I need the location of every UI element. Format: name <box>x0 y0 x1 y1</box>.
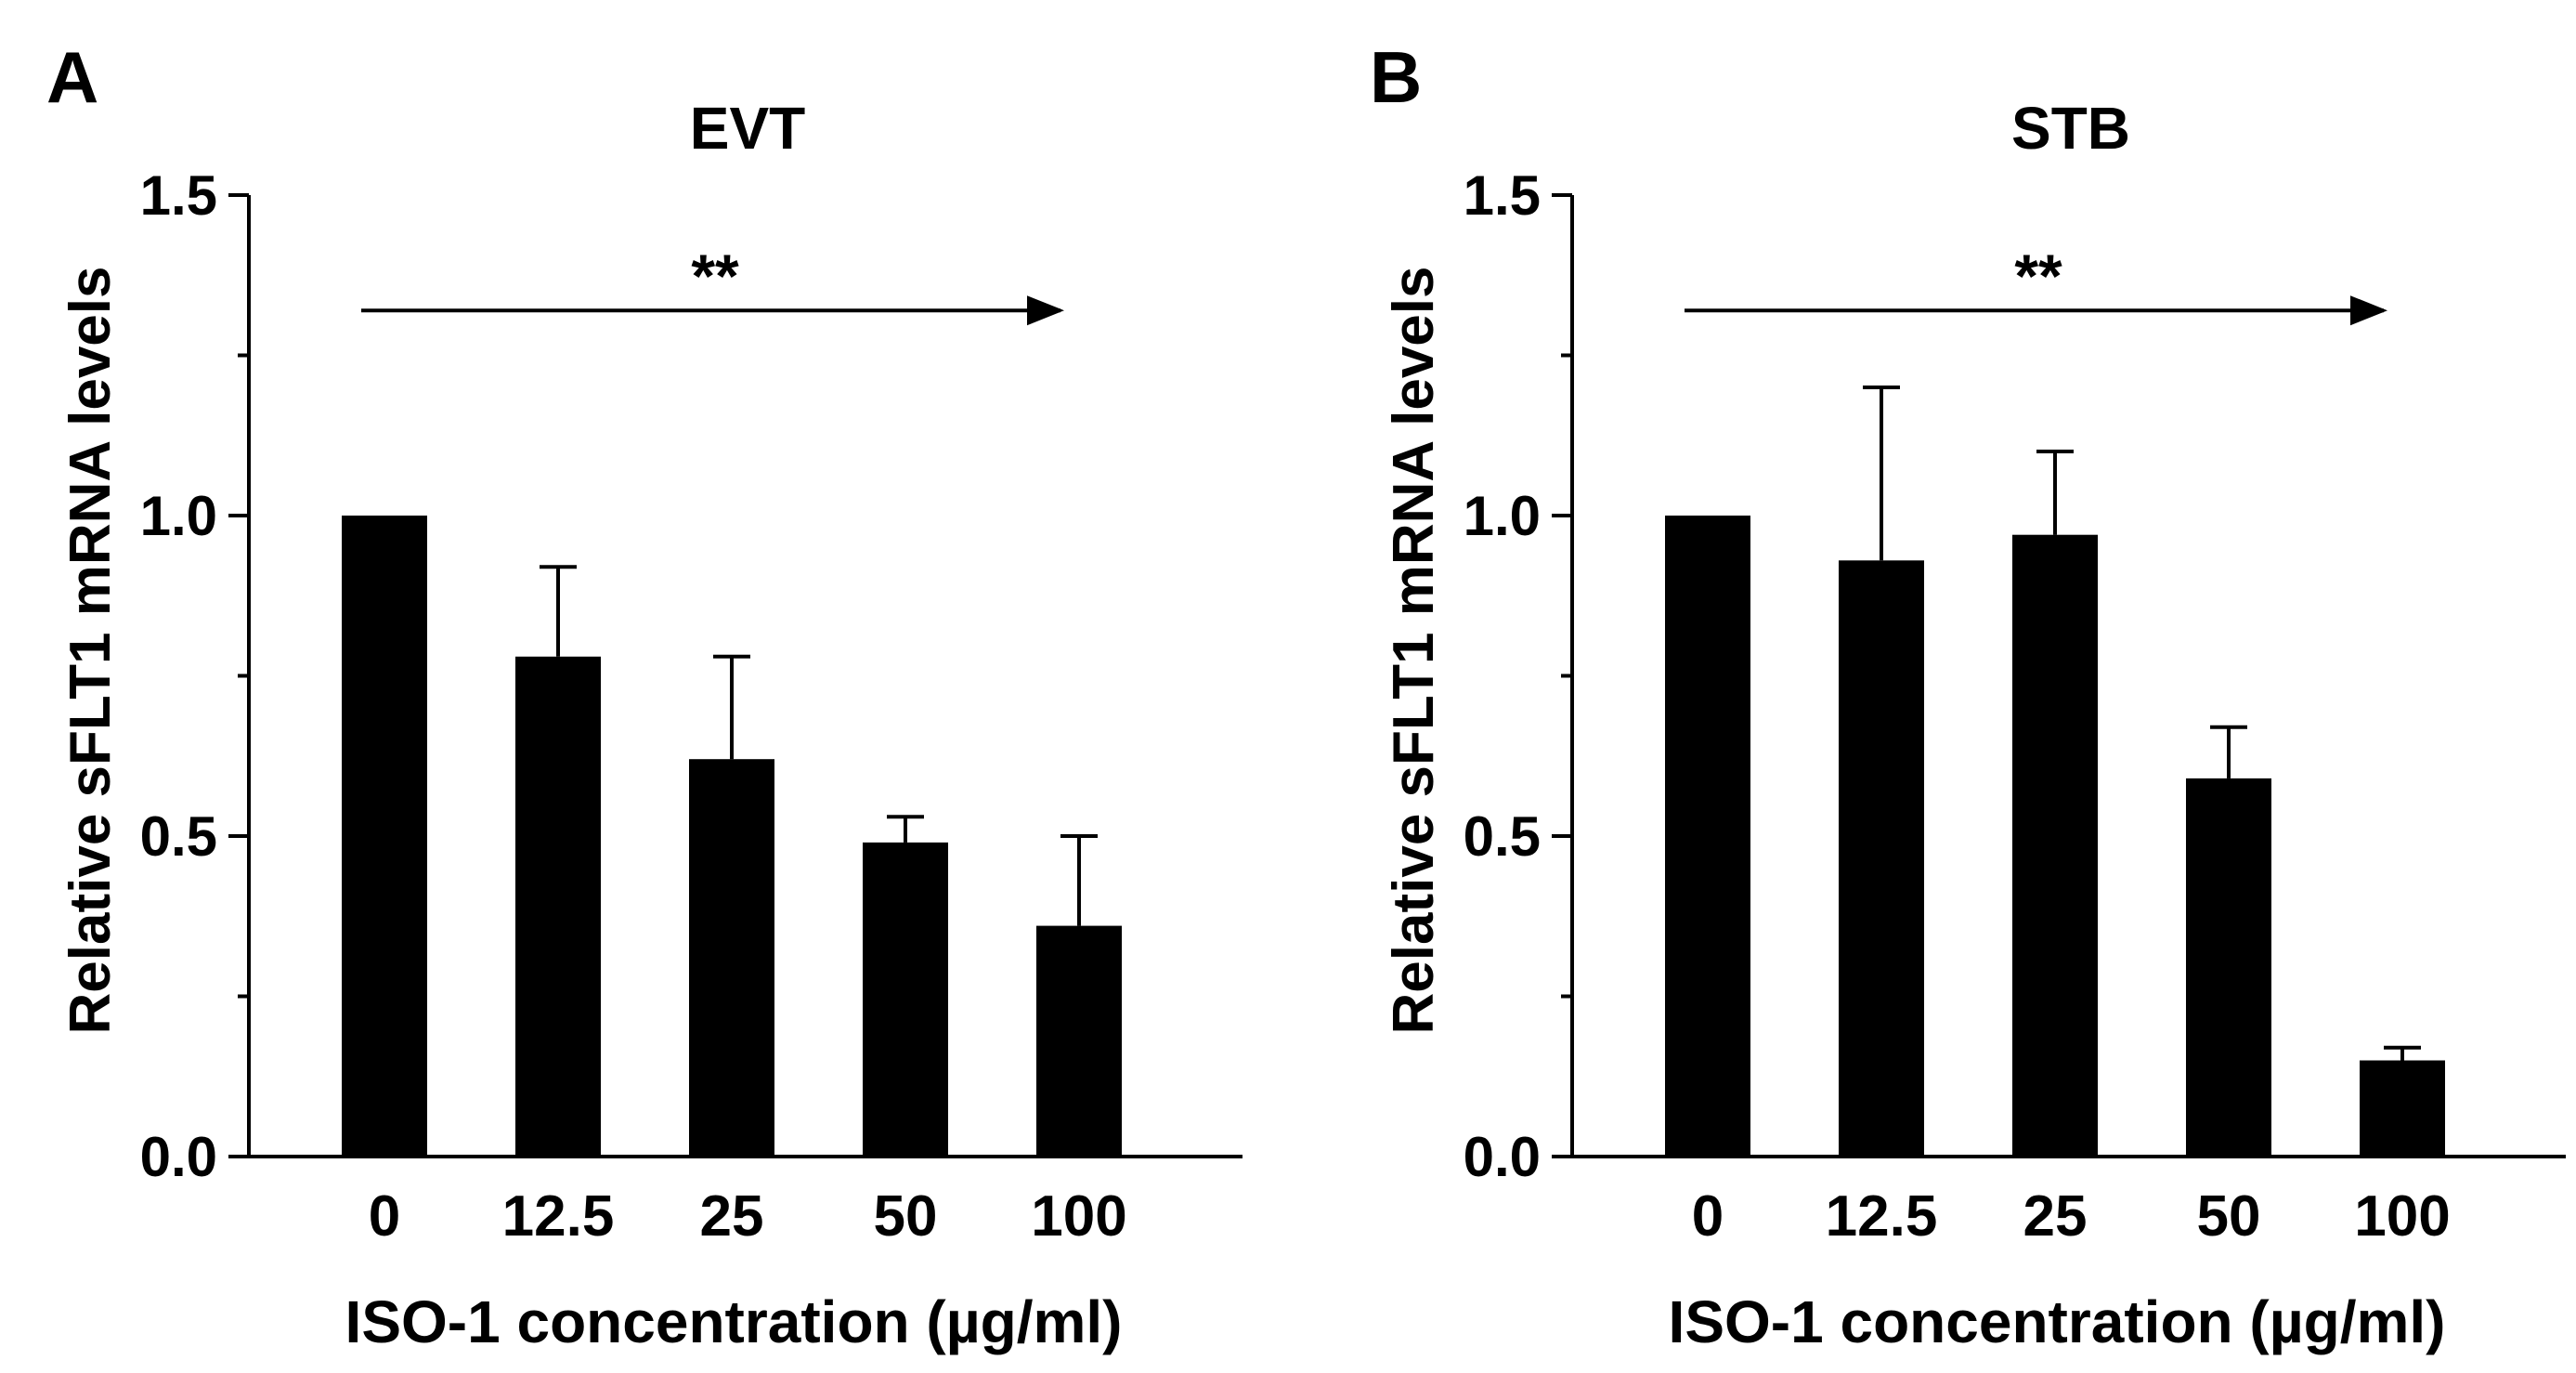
x-tick-label: 25 <box>700 1184 764 1249</box>
x-tick-label: 50 <box>2197 1184 2261 1249</box>
y-axis-label: Relative sFLT1 mRNA levels <box>59 267 123 1035</box>
y-tick-label: 0.0 <box>140 1126 217 1188</box>
bar-100 <box>2360 1060 2445 1157</box>
bar-50 <box>2186 778 2271 1157</box>
y-tick-label: 1.5 <box>1464 164 1541 227</box>
y-tick-label: 0.5 <box>1464 805 1541 868</box>
x-tick-label: 100 <box>1031 1184 1126 1249</box>
bar-25 <box>689 759 774 1157</box>
panel-a: A EVT Relative sFLT1 mRNA levels ISO-1 c… <box>46 36 1242 1355</box>
bar-25 <box>2012 534 2098 1157</box>
x-tick-label: 0 <box>369 1184 400 1249</box>
x-tick-label: 100 <box>2354 1184 2450 1249</box>
bar-0 <box>1665 516 1750 1157</box>
y-tick-label: 1.0 <box>1464 485 1541 547</box>
bar-12.5 <box>1839 560 1924 1157</box>
bar-0 <box>342 516 427 1157</box>
x-tick-label: 12.5 <box>1826 1184 1938 1249</box>
bar-100 <box>1036 925 1122 1157</box>
panel-label: B <box>1370 36 1422 118</box>
x-tick-label: 0 <box>1692 1184 1724 1249</box>
plot-area: 0.0 0.5 1.0 1.5 0 12.5 25 50 100 ** <box>140 164 1242 1249</box>
x-axis-label: ISO-1 concentration (µg/ml) <box>1669 1288 2446 1355</box>
x-tick-label: 25 <box>2023 1184 2088 1249</box>
bar-12.5 <box>515 656 601 1157</box>
x-tick-label: 50 <box>874 1184 938 1249</box>
panel-b: B STB Relative sFLT1 mRNA levels ISO-1 c… <box>1370 36 2566 1355</box>
x-axis-label: ISO-1 concentration (µg/ml) <box>345 1288 1123 1355</box>
y-tick-label: 1.5 <box>140 164 217 227</box>
significance-label: ** <box>2014 242 2062 310</box>
y-axis-label: Relative sFLT1 mRNA levels <box>1382 267 1446 1035</box>
chart-title: EVT <box>690 95 805 162</box>
y-tick-label: 0.5 <box>140 805 217 868</box>
y-tick-label: 0.0 <box>1464 1126 1541 1188</box>
bar-50 <box>863 842 948 1157</box>
significance-label: ** <box>691 242 739 310</box>
x-tick-label: 12.5 <box>502 1184 615 1249</box>
panel-label: A <box>46 36 98 118</box>
y-tick-label: 1.0 <box>140 485 217 547</box>
chart-title: STB <box>2011 95 2130 162</box>
plot-area: 0.0 0.5 1.0 1.5 0 12.5 25 50 100 ** <box>1464 164 2566 1249</box>
